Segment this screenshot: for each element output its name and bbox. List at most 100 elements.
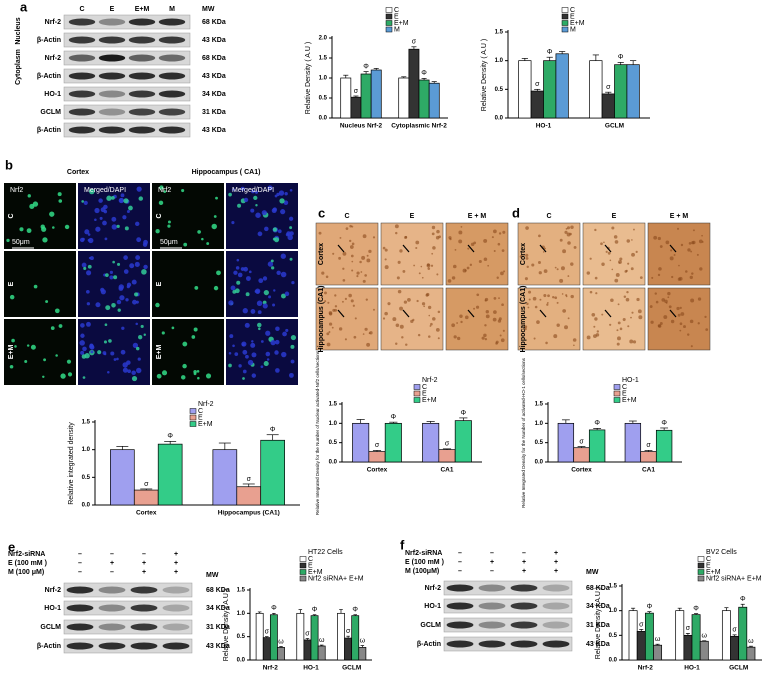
cell bbox=[622, 318, 626, 322]
treatment-sign: + bbox=[554, 550, 558, 557]
bar bbox=[422, 422, 440, 463]
bar bbox=[303, 639, 312, 661]
y-tick-label: 0.5 bbox=[319, 96, 328, 102]
cell bbox=[637, 309, 642, 314]
cell bbox=[384, 248, 388, 252]
x-tick-label: Nrf-2 bbox=[263, 665, 279, 672]
cell bbox=[112, 260, 115, 264]
bar bbox=[350, 96, 362, 119]
blot-band bbox=[130, 623, 158, 631]
blot-row-label: Nrf-2 bbox=[425, 585, 441, 592]
significance-mark: σ bbox=[375, 442, 380, 449]
arrow bbox=[467, 309, 475, 318]
cell bbox=[447, 279, 452, 283]
y-tick-label: 0.0 bbox=[82, 503, 91, 509]
cell bbox=[649, 305, 653, 308]
y-tick-label: 0.5 bbox=[495, 87, 504, 93]
cell bbox=[258, 278, 264, 284]
blot-row-label: HO-1 bbox=[44, 605, 61, 612]
blot-band bbox=[510, 602, 538, 610]
cell bbox=[528, 298, 531, 301]
cell bbox=[426, 292, 430, 297]
cell bbox=[524, 327, 527, 331]
cell bbox=[50, 326, 55, 331]
cell bbox=[460, 320, 463, 324]
cell bbox=[586, 271, 591, 275]
cell bbox=[132, 299, 137, 305]
bar bbox=[588, 429, 606, 463]
cell bbox=[611, 226, 615, 230]
cell bbox=[131, 375, 138, 382]
row-label: E+M bbox=[156, 345, 163, 360]
cell bbox=[623, 295, 627, 298]
cell bbox=[116, 224, 120, 229]
column-label: E + M bbox=[468, 213, 487, 220]
blot-row-label: β-Actin bbox=[417, 641, 441, 648]
legend-label: E bbox=[622, 390, 627, 397]
blot-row-label: HO-1 bbox=[424, 603, 441, 610]
treatment-sign: + bbox=[554, 568, 558, 575]
cell bbox=[539, 298, 542, 301]
column-label: Merged/DAPI bbox=[84, 187, 126, 194]
cell bbox=[497, 319, 502, 323]
cell bbox=[431, 232, 435, 236]
y-axis-label: Relative Integrated Density for the Numb… bbox=[521, 357, 526, 508]
bar bbox=[624, 422, 642, 463]
cell bbox=[485, 310, 489, 314]
cell bbox=[487, 264, 490, 267]
treatment-sign: – bbox=[522, 550, 526, 557]
cell bbox=[277, 229, 282, 234]
cell bbox=[351, 242, 355, 246]
ihc-image bbox=[315, 222, 379, 286]
legend-label: E+M bbox=[198, 421, 213, 428]
row-label: E bbox=[156, 281, 163, 286]
cell bbox=[272, 207, 278, 212]
y-axis-label: Relative Density ( A.U ) bbox=[595, 587, 602, 659]
ihc-image bbox=[582, 287, 646, 351]
column-label: E + M bbox=[670, 213, 689, 220]
cell bbox=[657, 236, 661, 241]
cell bbox=[407, 297, 411, 302]
panel-label: d bbox=[512, 205, 520, 220]
treatment-sign: – bbox=[78, 551, 82, 558]
blot-band bbox=[128, 126, 156, 134]
bar bbox=[655, 429, 673, 463]
molecular-weight: 68 KDa bbox=[202, 55, 226, 62]
molecular-weight: 31 KDa bbox=[206, 624, 230, 631]
cell bbox=[617, 321, 621, 325]
cell bbox=[481, 336, 485, 340]
legend-label: C bbox=[570, 7, 575, 14]
cell bbox=[384, 265, 389, 270]
cell bbox=[589, 257, 592, 260]
cell bbox=[452, 264, 457, 269]
blot-strip bbox=[63, 104, 191, 120]
treatment-sign: + bbox=[142, 569, 146, 576]
legend-label: E+M bbox=[570, 20, 585, 27]
treatment-sign: – bbox=[110, 569, 114, 576]
cell bbox=[134, 292, 139, 297]
cell bbox=[556, 301, 559, 304]
significance-mark: σ bbox=[639, 621, 644, 628]
y-tick-label: 1.5 bbox=[237, 588, 246, 594]
cell bbox=[109, 275, 114, 280]
cell bbox=[58, 324, 63, 328]
legend-swatch bbox=[413, 397, 421, 403]
cell bbox=[493, 310, 497, 314]
cell bbox=[420, 265, 423, 268]
blot-band bbox=[68, 126, 96, 134]
cell bbox=[352, 304, 355, 307]
cell bbox=[257, 322, 262, 328]
cell bbox=[126, 282, 132, 288]
cell bbox=[136, 186, 142, 192]
blot-strip bbox=[63, 32, 191, 48]
treatment-sign: + bbox=[174, 560, 178, 567]
significance-mark: Φ bbox=[363, 63, 369, 70]
significance-mark: Φ bbox=[740, 596, 746, 603]
cell bbox=[206, 242, 210, 245]
y-tick-label: 0.5 bbox=[609, 633, 618, 639]
y-tick-label: 0.0 bbox=[609, 658, 618, 664]
cell bbox=[257, 231, 263, 237]
cell bbox=[26, 228, 32, 234]
cell bbox=[519, 255, 523, 258]
cell bbox=[191, 335, 196, 339]
